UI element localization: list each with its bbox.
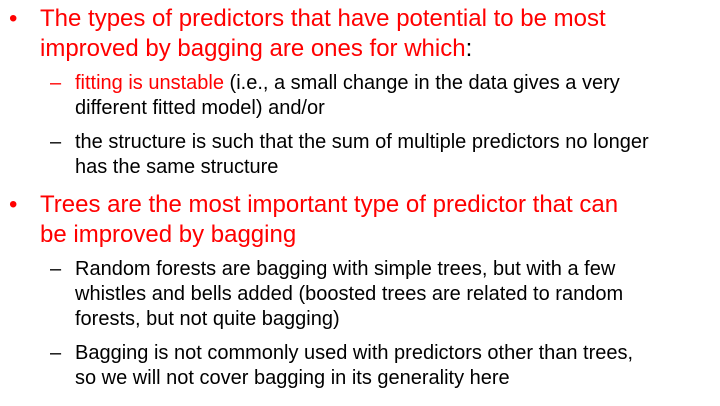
sub-bullet-line: fitting is unstable (i.e., a small chang… xyxy=(75,72,620,94)
sub-bullet-marker: – xyxy=(50,131,62,153)
sub-bullet-line: different fitted model) and/or xyxy=(75,97,325,119)
bullet-text: The types of predictors that have potent… xyxy=(40,4,716,64)
sub-bullet-line: has the same structure xyxy=(75,156,279,178)
sub-bullet-marker: – xyxy=(50,258,62,280)
sub-bullet-line: Random forests are bagging with simple t… xyxy=(75,258,616,280)
sub-bullet-text: Random forests are bagging with simple t… xyxy=(75,257,715,332)
bullet-text: Trees are the most important type of pre… xyxy=(40,190,716,250)
bullet-line: Trees are the most important type of pre… xyxy=(40,191,619,218)
sub-bullet-line: whistles and bells added (boosted trees … xyxy=(75,283,624,305)
bullet-marker: • xyxy=(9,5,18,32)
bullet-line: be improved by bagging xyxy=(40,221,297,248)
sub-bullet-line: the structure is such that the sum of mu… xyxy=(75,131,649,153)
sub-bullet-marker: – xyxy=(50,342,62,364)
sub-bullet-text: the structure is such that the sum of mu… xyxy=(75,130,715,180)
highlight-text: fitting is unstable xyxy=(75,72,224,94)
sub-bullet-text: fitting is unstable (i.e., a small chang… xyxy=(75,71,715,121)
bullet-marker: • xyxy=(9,191,18,218)
bullet-line: The types of predictors that have potent… xyxy=(40,5,606,32)
sub-bullet-line: Bagging is not commonly used with predic… xyxy=(75,342,634,364)
sub-bullet-marker: – xyxy=(50,72,62,94)
sub-bullet-line: so we will not cover bagging in its gene… xyxy=(75,367,510,389)
bullet-line: improved by bagging are ones for which: xyxy=(40,35,473,62)
sub-bullet-text: Bagging is not commonly used with predic… xyxy=(75,341,715,391)
sub-bullet-line: forests, but not quite bagging) xyxy=(75,308,340,330)
